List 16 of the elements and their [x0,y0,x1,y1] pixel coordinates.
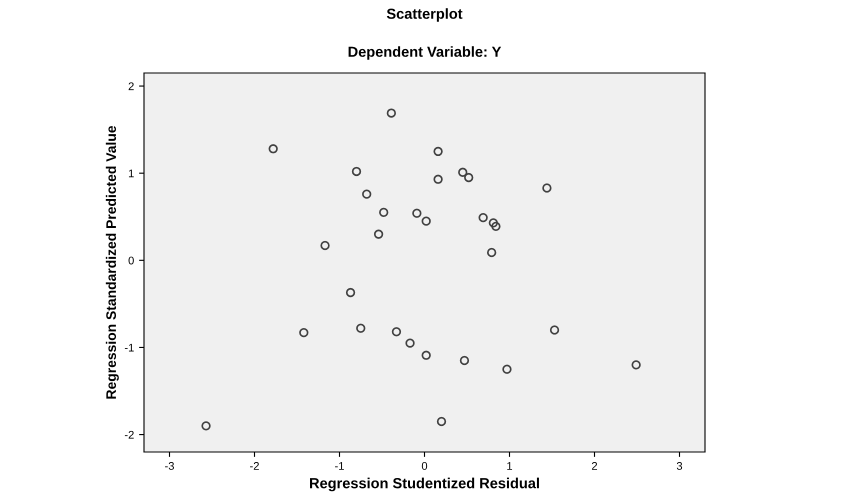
x-tick-label: 1 [507,462,512,470]
x-tick-label: -3 [165,462,174,470]
y-tick-label: -2 [124,430,134,439]
x-axis-title: Regression Studentized Residual [310,478,539,492]
y-tick-label: 2 [128,82,134,90]
chart-title: Scatterplot [386,8,462,22]
x-tick-label: 2 [592,462,598,470]
y-axis-title: Regression Standardized Predicted Value [106,126,119,399]
chart-subtitle: Dependent Variable: Y [348,46,502,60]
x-tick-label: 3 [676,462,682,470]
x-tick-label: 0 [422,462,428,470]
y-tick-label: 0 [128,256,134,264]
x-tick-label: -2 [250,462,259,470]
x-tick-label: -1 [335,462,344,470]
y-tick-label: 1 [128,170,134,178]
y-tick-label: -1 [124,344,134,352]
